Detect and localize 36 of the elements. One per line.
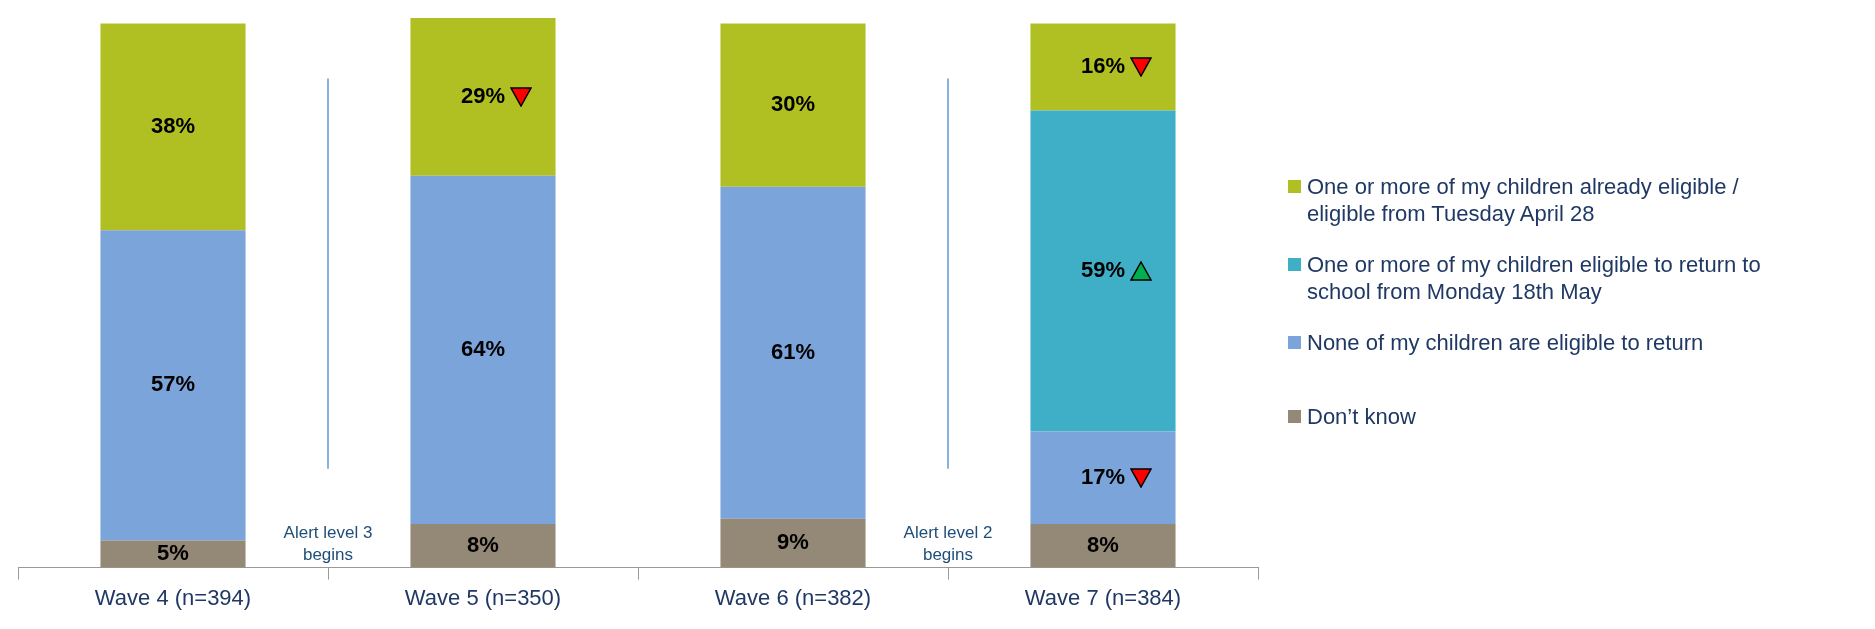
legend-label: One or more of my children eligible to return to school from Monday 18th May bbox=[1307, 251, 1762, 305]
bar bbox=[410, 18, 556, 176]
annotation: Alert level 2 begins bbox=[903, 523, 993, 565]
bar bbox=[720, 186, 866, 519]
bar bbox=[410, 524, 556, 568]
bar bbox=[1030, 524, 1176, 568]
data-label: 8% bbox=[467, 531, 499, 557]
data-label: 59% bbox=[1080, 257, 1126, 283]
bar bbox=[1030, 23, 1176, 111]
bar bbox=[100, 230, 246, 541]
data-label: 57% bbox=[150, 371, 196, 397]
legend-label: Don’t know bbox=[1307, 403, 1416, 430]
bar bbox=[1030, 431, 1176, 525]
x-tick-label: Wave 5 (n=350) bbox=[404, 584, 562, 610]
data-label: 5% bbox=[157, 540, 189, 566]
data-label: 61% bbox=[770, 338, 816, 364]
bar bbox=[1030, 110, 1176, 432]
bar bbox=[720, 23, 866, 187]
x-tick-label: Wave 7 (n=384) bbox=[1024, 584, 1182, 610]
legend-label: One or more of my children already eligible / eligible from Tuesday April 28 bbox=[1307, 173, 1740, 227]
bar bbox=[100, 23, 246, 231]
data-label: 8% bbox=[1087, 531, 1119, 557]
data-label: 38% bbox=[150, 112, 196, 138]
x-tick-label: Wave 6 (n=382) bbox=[714, 584, 872, 610]
data-label: 17% bbox=[1080, 463, 1126, 489]
data-label: 30% bbox=[770, 91, 816, 117]
bar bbox=[410, 175, 556, 525]
annotation: Alert level 3 begins bbox=[283, 523, 373, 565]
data-label: 29% bbox=[460, 82, 506, 108]
bar bbox=[100, 540, 246, 568]
data-label: 64% bbox=[460, 336, 506, 361]
data-label: 9% bbox=[777, 529, 809, 555]
data-label: 16% bbox=[1080, 53, 1126, 79]
x-tick-label: Wave 4 (n=394) bbox=[94, 584, 252, 610]
bar bbox=[720, 518, 866, 568]
legend-label: None of my children are eligible to return bbox=[1307, 329, 1704, 356]
